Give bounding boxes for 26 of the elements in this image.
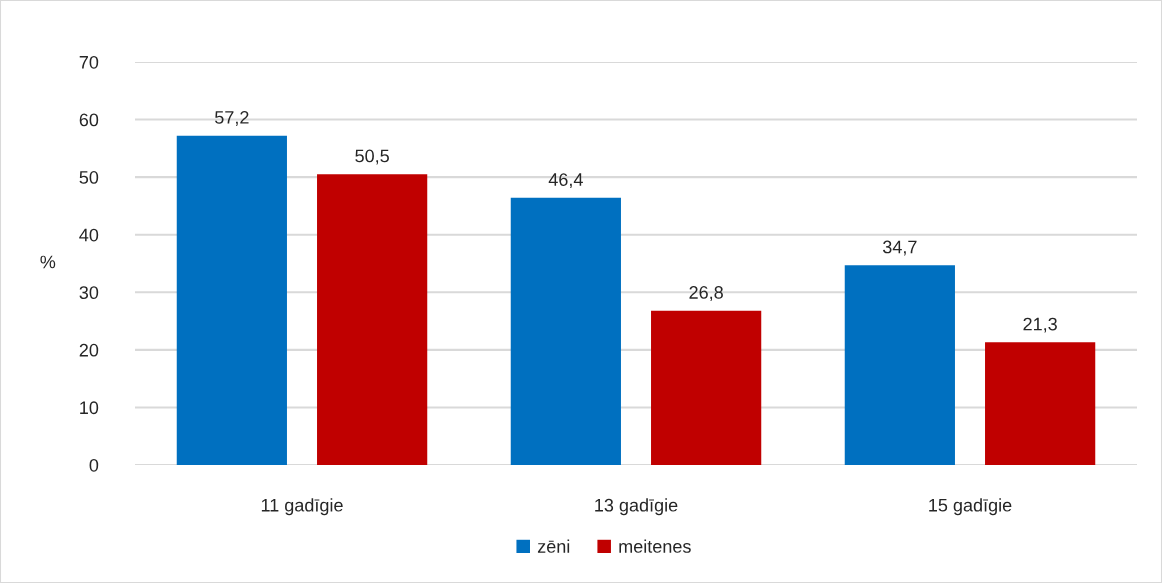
data-label: 57,2 [215, 111, 249, 126]
y-tick-label: 60 [79, 113, 99, 127]
x-tick-label: 13 gadīgie [595, 498, 678, 516]
data-label: 21,3 [1023, 317, 1057, 333]
y-tick-label: 10 [80, 401, 99, 415]
data-label: 26,8 [689, 286, 723, 301]
bar [844, 265, 955, 465]
bar [651, 310, 762, 465]
y-tick-label: 30 [79, 286, 99, 300]
legend-label: zēni [537, 539, 570, 553]
y-tick-label: 0 [89, 458, 99, 472]
data-label: 50,5 [355, 149, 389, 165]
legend-label: meitenes [619, 539, 691, 553]
y-tick-label: 20 [79, 343, 99, 357]
data-label: 34,7 [882, 240, 917, 256]
x-tick-label: 11 gadīgie [261, 498, 343, 516]
y-tick-label: 70 [79, 55, 99, 69]
y-tick-label: 40 [79, 228, 99, 242]
bar [985, 342, 1096, 465]
y-axis-title: % [40, 255, 56, 269]
data-label: 46,4 [548, 173, 583, 189]
y-tick-label: 50 [79, 171, 99, 184]
bar [317, 174, 428, 465]
x-tick-label: 15 gadīgie [929, 498, 1012, 516]
bar [510, 197, 621, 465]
bar [176, 135, 287, 465]
